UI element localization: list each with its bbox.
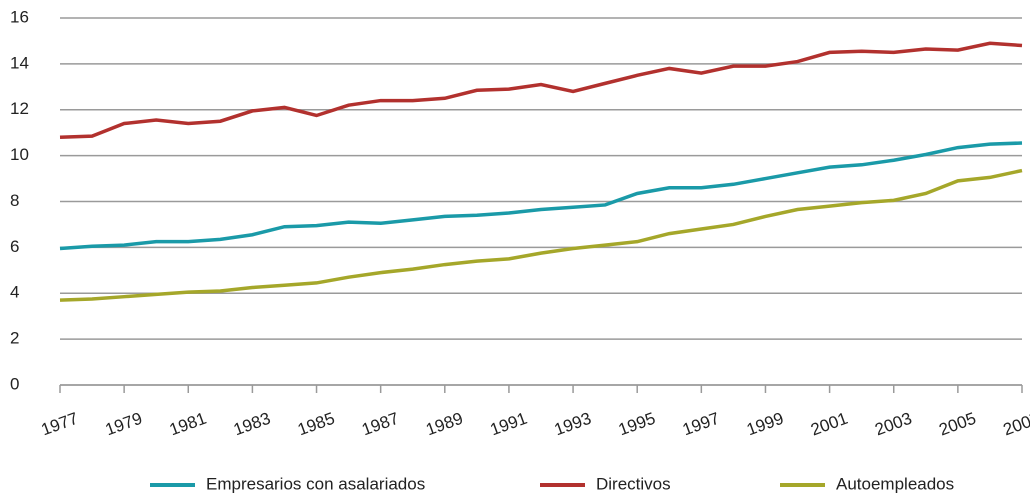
legend-label: Directivos [596, 474, 671, 493]
y-tick-label: 2 [10, 329, 19, 348]
x-tick-label: 1995 [616, 409, 658, 440]
line [59, 41, 1023, 140]
x-tick-label: 1981 [167, 409, 209, 440]
y-tick-label: 6 [10, 237, 19, 256]
x-tick-label: 1989 [423, 409, 465, 440]
y-tick-label: 10 [10, 145, 29, 164]
x-tick-label: 2001 [808, 409, 850, 440]
line [59, 141, 1023, 251]
y-tick-label: 0 [10, 374, 19, 393]
x-tick-label: 1997 [680, 409, 722, 440]
y-tick-label: 14 [10, 53, 29, 72]
legend-label: Autoempleados [836, 474, 954, 493]
x-tick-label: 1993 [552, 409, 594, 440]
x-tick-label: 1979 [103, 409, 145, 440]
x-tick-label: 1983 [231, 409, 273, 440]
x-tick-label: 2007 [1001, 409, 1030, 440]
x-tick-label: 1991 [488, 409, 530, 440]
x-tick-label: 2005 [936, 409, 978, 440]
y-tick-label: 16 [10, 7, 29, 26]
legend-label: Empresarios con asalariados [206, 474, 425, 493]
x-tick-label: 2003 [872, 409, 914, 440]
y-tick-label: 4 [10, 283, 19, 302]
x-tick-label: 1987 [359, 409, 401, 440]
x-tick-label: 1999 [744, 409, 786, 440]
y-tick-label: 12 [10, 99, 29, 118]
y-tick-label: 8 [10, 191, 19, 210]
x-tick-label: 1985 [295, 409, 337, 440]
line [59, 168, 1023, 302]
x-tick-label: 1977 [39, 409, 81, 440]
